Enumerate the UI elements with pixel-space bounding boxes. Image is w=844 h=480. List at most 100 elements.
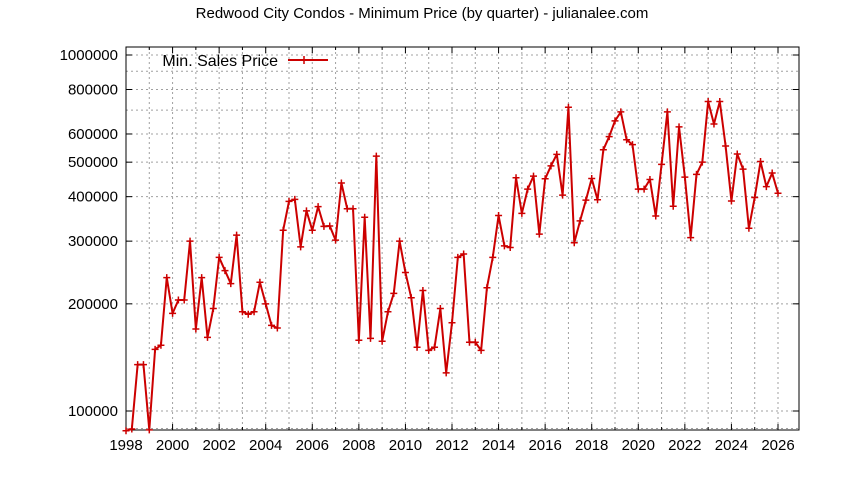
data-point-marker — [221, 267, 229, 275]
data-point-marker — [547, 162, 555, 170]
y-tick-label: 300000 — [68, 233, 118, 250]
x-tick-label: 2016 — [528, 437, 561, 454]
x-tick-label: 2014 — [482, 437, 515, 454]
data-point-marker — [372, 152, 380, 160]
x-tick-label: 2012 — [435, 437, 468, 454]
plot-frame — [125, 46, 800, 431]
legend-marker-icon — [300, 56, 308, 64]
data-point-marker — [419, 287, 427, 295]
data-point-marker — [518, 209, 526, 217]
data-point-marker — [442, 369, 450, 377]
data-point-marker — [704, 98, 712, 106]
data-point-marker — [308, 226, 316, 234]
data-point-marker — [238, 308, 246, 316]
data-point-marker — [489, 253, 497, 261]
data-point-marker — [326, 222, 334, 230]
data-point-marker — [192, 325, 200, 333]
grid-lines — [126, 47, 799, 430]
data-point-marker — [378, 337, 386, 345]
data-point-marker — [198, 274, 206, 282]
data-point-marker — [500, 242, 508, 250]
data-point-marker — [541, 175, 549, 183]
data-point-marker — [355, 336, 363, 344]
data-point-marker — [483, 284, 491, 292]
data-point-marker — [768, 169, 776, 177]
data-point-marker — [460, 250, 468, 258]
data-point-marker — [698, 158, 706, 166]
data-point-marker — [658, 160, 666, 168]
data-point-marker — [314, 203, 322, 211]
data-point-marker — [337, 179, 345, 187]
data-point-marker — [361, 213, 369, 221]
data-point-marker — [431, 343, 439, 351]
legend: Min. Sales Price — [162, 53, 328, 70]
y-tick-label: 1000000 — [60, 47, 118, 64]
data-point-marker — [163, 274, 171, 282]
data-point-marker — [553, 150, 561, 158]
x-tick-label: 2020 — [622, 437, 655, 454]
data-point-marker — [716, 98, 724, 106]
data-point-marker — [279, 226, 287, 234]
y-tick-label: 600000 — [68, 126, 118, 143]
data-point-marker — [605, 133, 613, 141]
data-series — [122, 98, 782, 435]
data-point-marker — [733, 150, 741, 158]
x-tick-label: 2010 — [389, 437, 422, 454]
x-tick-label: 2002 — [202, 437, 235, 454]
x-tick-label: 2018 — [575, 437, 608, 454]
data-point-marker — [128, 425, 136, 433]
data-point-marker — [390, 289, 398, 297]
data-point-marker — [244, 310, 252, 318]
data-point-marker — [681, 173, 689, 181]
data-point-marker — [256, 278, 264, 286]
data-point-marker — [710, 120, 718, 128]
data-point-marker — [693, 170, 700, 178]
data-point-marker — [285, 197, 293, 205]
chart-title: Redwood City Condos - Minimum Price (by … — [195, 5, 649, 22]
data-point-marker — [640, 185, 648, 193]
data-point-marker — [663, 108, 671, 116]
data-point-marker — [669, 202, 677, 210]
y-tick-label: 400000 — [68, 189, 118, 206]
data-point-marker — [757, 158, 765, 166]
data-point-marker — [599, 146, 607, 154]
data-point-marker — [384, 308, 392, 316]
data-point-marker — [186, 237, 194, 245]
data-point-marker — [617, 108, 625, 116]
data-point-marker — [139, 361, 147, 369]
y-tick-label: 500000 — [68, 154, 118, 171]
data-point-marker — [273, 324, 281, 332]
data-point-marker — [535, 230, 543, 238]
data-point-marker — [611, 117, 619, 125]
data-point-marker — [396, 237, 404, 245]
data-point-marker — [739, 165, 747, 173]
data-point-marker — [425, 346, 433, 354]
data-point-marker — [209, 305, 217, 313]
x-tick-label: 2008 — [342, 437, 375, 454]
data-point-marker — [436, 305, 444, 313]
data-point-marker — [448, 319, 456, 327]
data-point-marker — [407, 294, 415, 302]
data-point-marker — [367, 334, 374, 342]
data-point-marker — [204, 333, 211, 341]
axes: 100000 200000 300000 400000 500000 600000 8000… — [60, 46, 800, 454]
data-point-marker — [570, 239, 578, 247]
x-tick-label: 1998 — [109, 437, 142, 454]
data-point-marker — [628, 141, 636, 149]
data-point-marker — [145, 426, 153, 434]
data-point-marker — [646, 175, 654, 183]
data-point-marker — [349, 205, 357, 213]
data-point-marker — [582, 196, 590, 204]
data-point-marker — [588, 174, 596, 182]
legend-label: Min. Sales Price — [162, 53, 278, 70]
x-tick-label: 2024 — [715, 437, 748, 454]
data-point-marker — [559, 191, 567, 199]
data-point-marker — [512, 174, 520, 182]
data-point-marker — [727, 197, 735, 205]
data-point-marker — [774, 189, 782, 197]
data-point-marker — [762, 183, 770, 191]
data-point-marker — [594, 196, 602, 204]
data-point-marker — [180, 296, 188, 304]
y-tick-label: 200000 — [68, 296, 118, 313]
